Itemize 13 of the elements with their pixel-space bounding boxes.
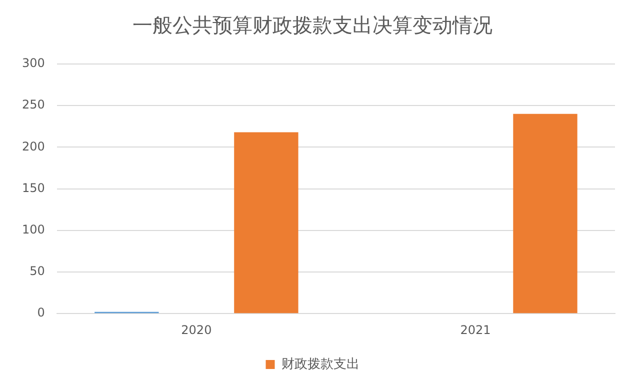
chart-title: 一般公共预算财政拨款支出决算变动情况 (132, 13, 492, 38)
legend-label: 财政拨款支出 (281, 356, 360, 372)
y-tick-label: 250 (22, 98, 45, 112)
y-tick-label: 100 (22, 222, 45, 237)
y-tick-label: 300 (22, 56, 45, 70)
y-tick-label: 0 (37, 306, 45, 320)
y-tick-label: 150 (22, 180, 45, 195)
x-tick-label: 2021 (460, 322, 491, 337)
bar (513, 114, 578, 314)
bar (234, 132, 298, 314)
y-tick-label: 200 (22, 139, 45, 154)
y-tick-label: 50 (30, 264, 45, 278)
x-tick-label: 2020 (181, 322, 212, 337)
